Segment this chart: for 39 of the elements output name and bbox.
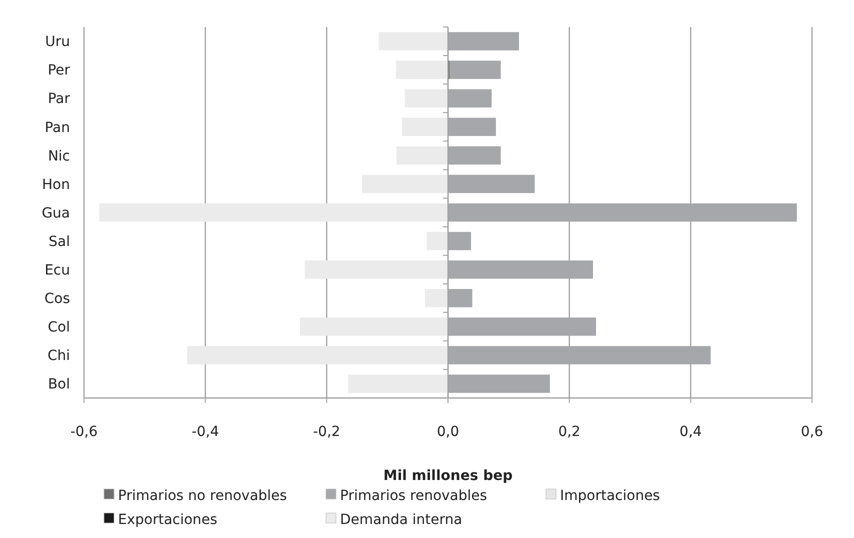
y-tick-label: Cos (44, 291, 70, 308)
legend-label: Primarios renovables (340, 488, 488, 504)
y-tick-label: Hon (42, 176, 70, 193)
y-tick-label: Chi (47, 348, 70, 364)
bar (404, 89, 448, 108)
y-tick-label: Per (48, 62, 70, 79)
bar (300, 318, 448, 336)
y-tick-label: Ecu (44, 262, 70, 278)
bar (378, 32, 448, 50)
x-tick-label: -0,4 (192, 424, 220, 440)
x-tick-label: 0,2 (558, 424, 580, 440)
bar (396, 60, 448, 79)
x-tick-label: 0,4 (680, 424, 702, 440)
bar (362, 174, 448, 194)
x-tick-label: -0,2 (313, 424, 340, 440)
x-tick-label: -0,6 (70, 424, 98, 440)
x-tick-label: 0,6 (800, 424, 824, 440)
y-tick-label: Uru (45, 34, 70, 50)
bar (304, 260, 448, 279)
bar (402, 118, 448, 136)
y-tick-label: Sal (48, 234, 70, 250)
y-tick-label: Col (48, 320, 70, 336)
bar (396, 146, 448, 165)
bar (348, 374, 448, 393)
legend-label: Demanda interna (340, 512, 462, 528)
bar (426, 232, 448, 250)
y-tick-label: Bol (48, 376, 70, 393)
legend-label: Importaciones (560, 488, 660, 504)
x-tick-label: 0,0 (436, 424, 460, 440)
y-tick-label: Nic (48, 148, 70, 164)
legend-label: Primarios no renovables (118, 488, 287, 504)
y-tick-label: Par (48, 91, 70, 108)
x-axis-title: Mil millones bep (383, 468, 513, 484)
y-tick-label: Gua (42, 205, 70, 222)
legend-label: Exportaciones (118, 512, 218, 528)
y-tick-label: Pan (44, 120, 70, 136)
bar (187, 346, 448, 364)
bar (99, 203, 448, 222)
bar (424, 288, 448, 308)
